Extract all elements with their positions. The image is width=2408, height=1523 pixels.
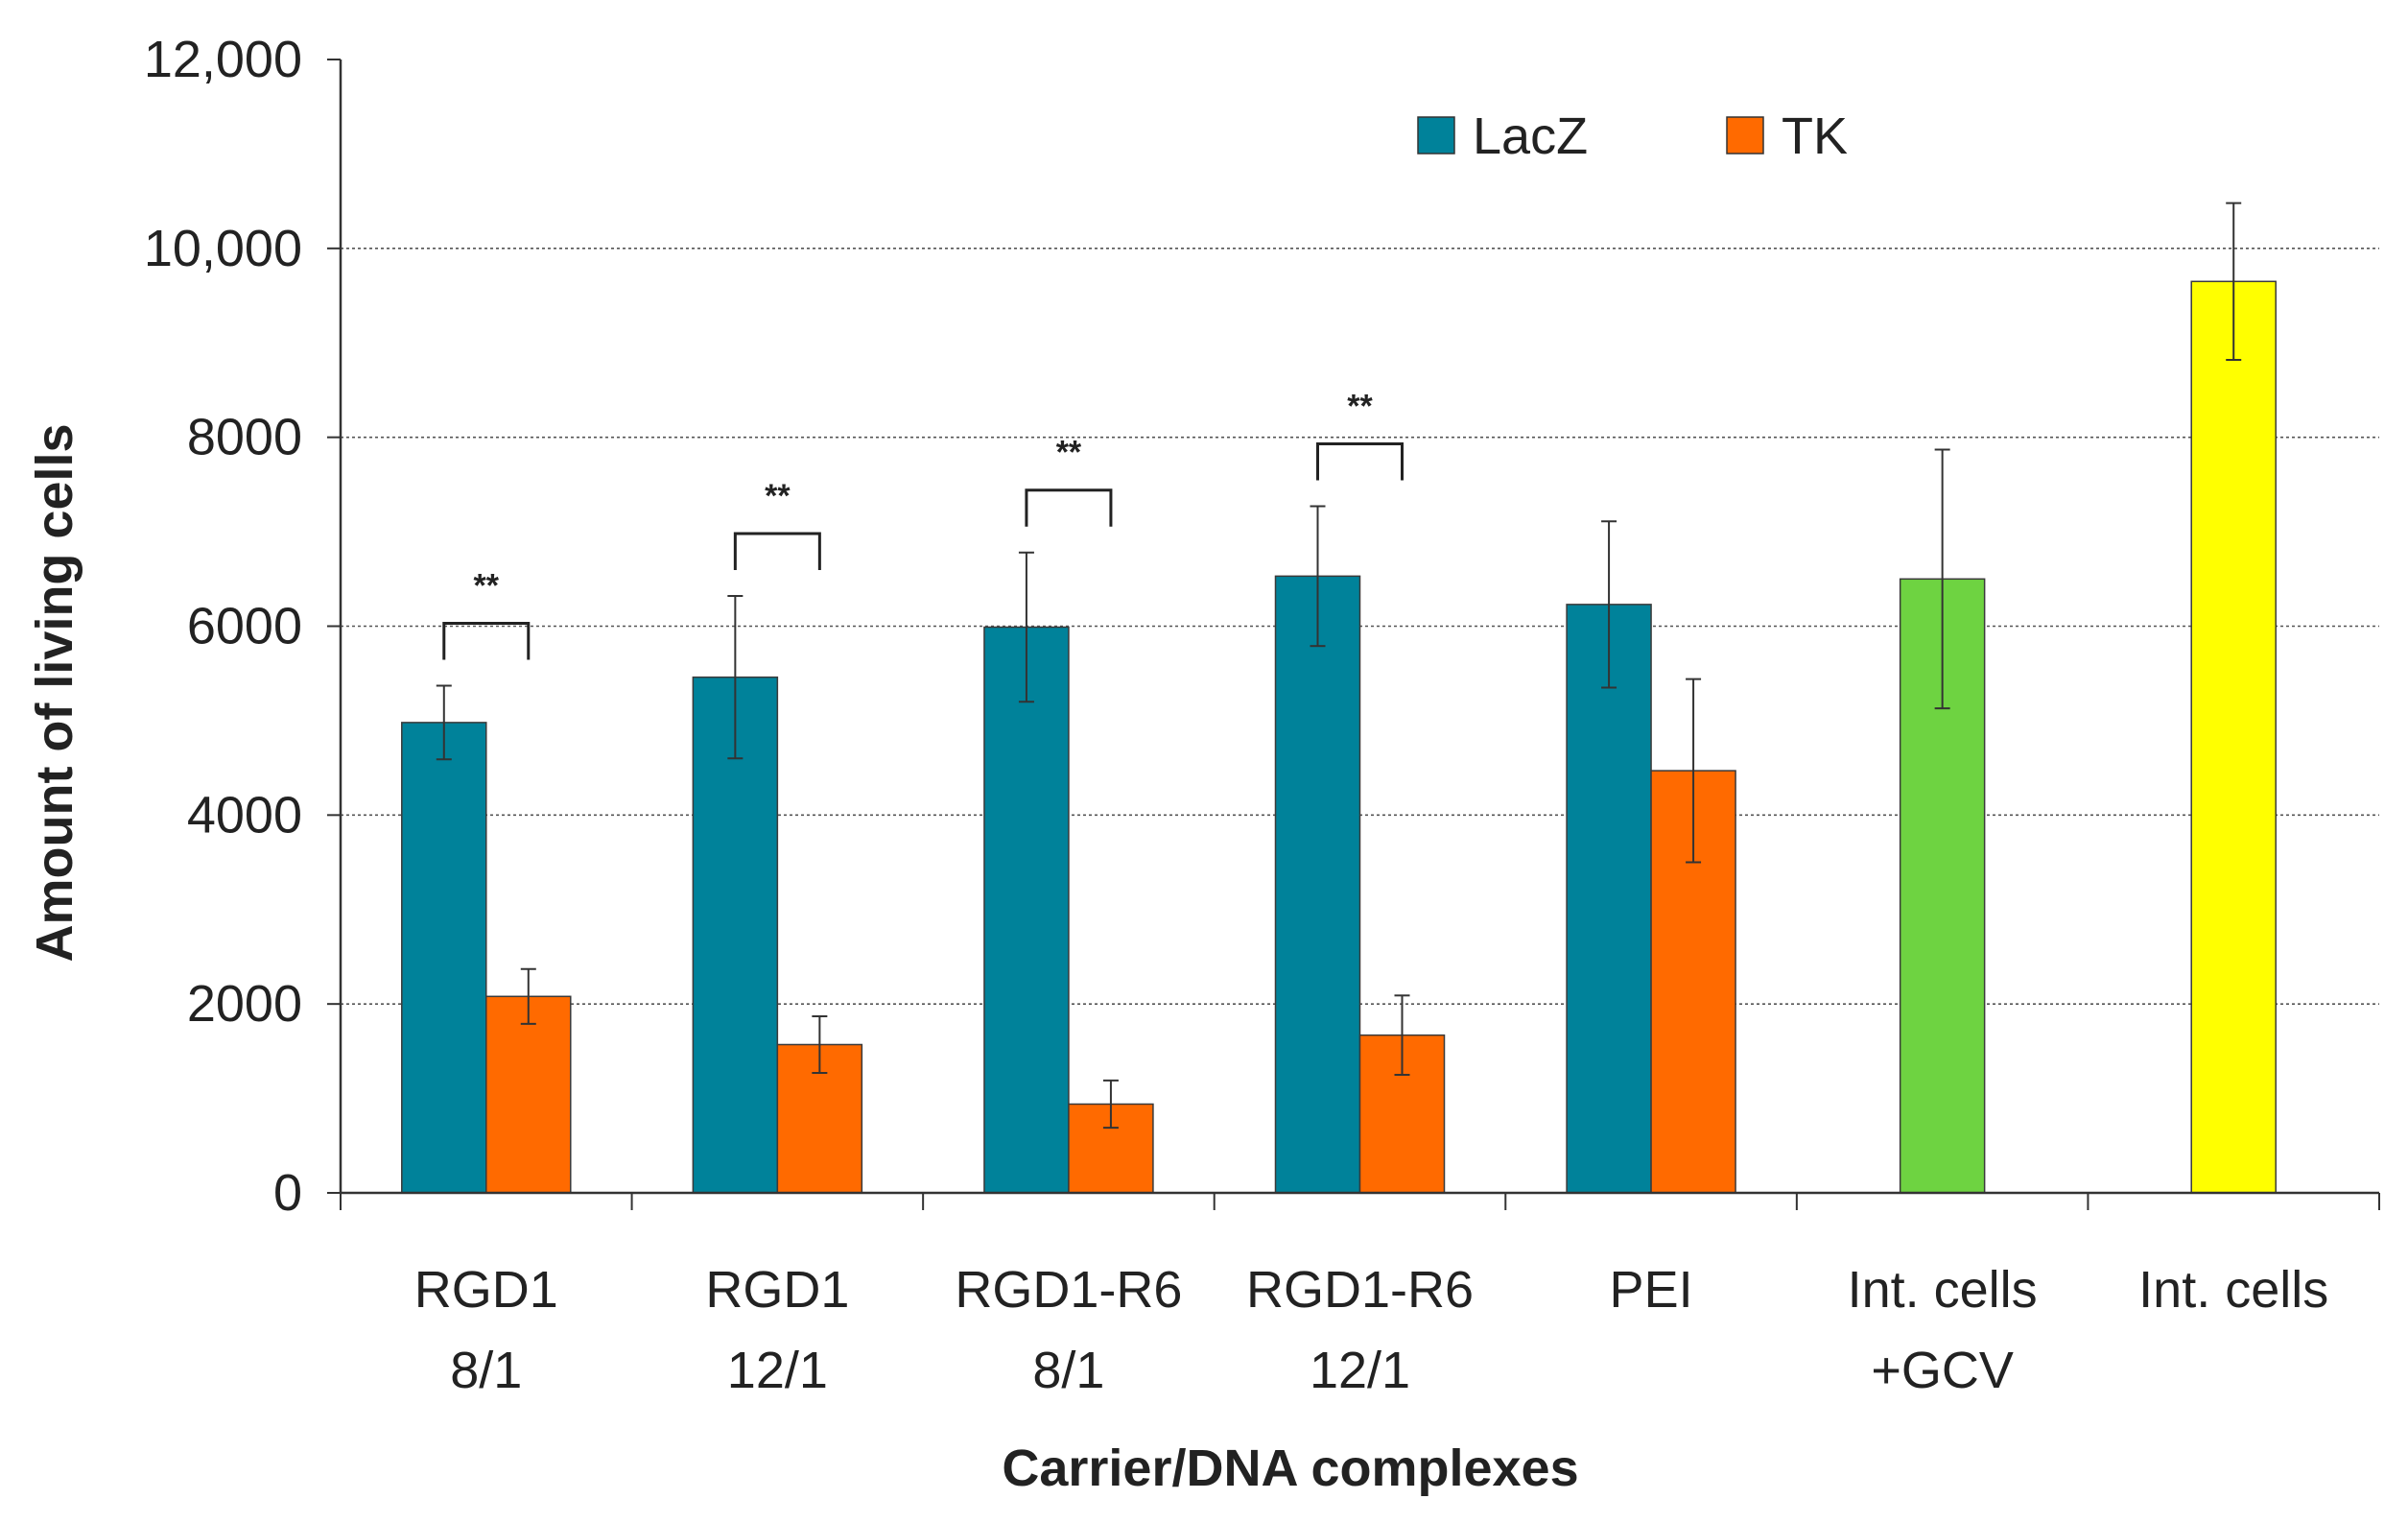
y-tick-label: 6000: [187, 598, 302, 655]
significance-bracket: [1025, 488, 1113, 527]
x-category-label: RGD1: [705, 1261, 849, 1319]
x-category-label: +GCV: [1871, 1342, 2014, 1399]
axes: [327, 59, 2380, 1210]
x-category-label: Int. cells: [2138, 1261, 2328, 1319]
bars: [401, 280, 2277, 1194]
bar-single: [2190, 280, 2277, 1194]
y-tick-label: 4000: [187, 786, 302, 844]
x-category-label: 8/1: [450, 1342, 522, 1399]
bar-lacz: [983, 626, 1070, 1194]
x-category-label: 8/1: [1032, 1342, 1104, 1399]
error-bars: [436, 202, 2242, 1130]
axis-labels: 0 2000 4000 6000 8000 10,000 12,000 RGD1 8/1 RGD1…: [26, 31, 2328, 1497]
bar-lacz: [692, 676, 779, 1194]
x-category-label: RGD1-R6: [955, 1261, 1182, 1319]
significance-label: **: [1347, 389, 1373, 425]
legend-label: LacZ: [1473, 107, 1588, 165]
significance-bracket: [442, 622, 531, 660]
significance-bracket: [1316, 442, 1404, 481]
y-tick-label: 10,000: [144, 220, 302, 277]
bar-lacz: [401, 722, 487, 1194]
y-axis-title: Amount of living cells: [26, 423, 83, 962]
y-tick-label: 2000: [187, 975, 302, 1033]
x-category-label: RGD1-R6: [1246, 1261, 1474, 1319]
legend: LacZ TK: [1417, 107, 1848, 165]
bar-tk: [485, 995, 572, 1194]
legend-swatch: [1726, 116, 1764, 155]
x-category-label: RGD1: [414, 1261, 558, 1319]
x-axis-title: Carrier/DNA complexes: [1002, 1440, 1578, 1497]
x-category-label: 12/1: [1310, 1342, 1410, 1399]
significance-label: **: [765, 478, 791, 514]
x-category-label: 12/1: [727, 1342, 828, 1399]
legend-swatch: [1417, 116, 1455, 155]
y-tick-label: 8000: [187, 409, 302, 466]
x-category-label: Int. cells: [1848, 1261, 2038, 1319]
x-category-label: PEI: [1610, 1261, 1693, 1319]
bar-lacz: [1274, 575, 1361, 1194]
y-tick-label: 0: [273, 1164, 302, 1222]
significance-bracket: [733, 532, 821, 571]
significance-markers: ** ** ** **: [442, 389, 1404, 660]
legend-label: TK: [1782, 107, 1848, 165]
bar-lacz: [1566, 604, 1652, 1194]
significance-label: **: [1056, 435, 1082, 471]
y-tick-label: 12,000: [144, 31, 302, 88]
significance-label: **: [474, 568, 500, 605]
